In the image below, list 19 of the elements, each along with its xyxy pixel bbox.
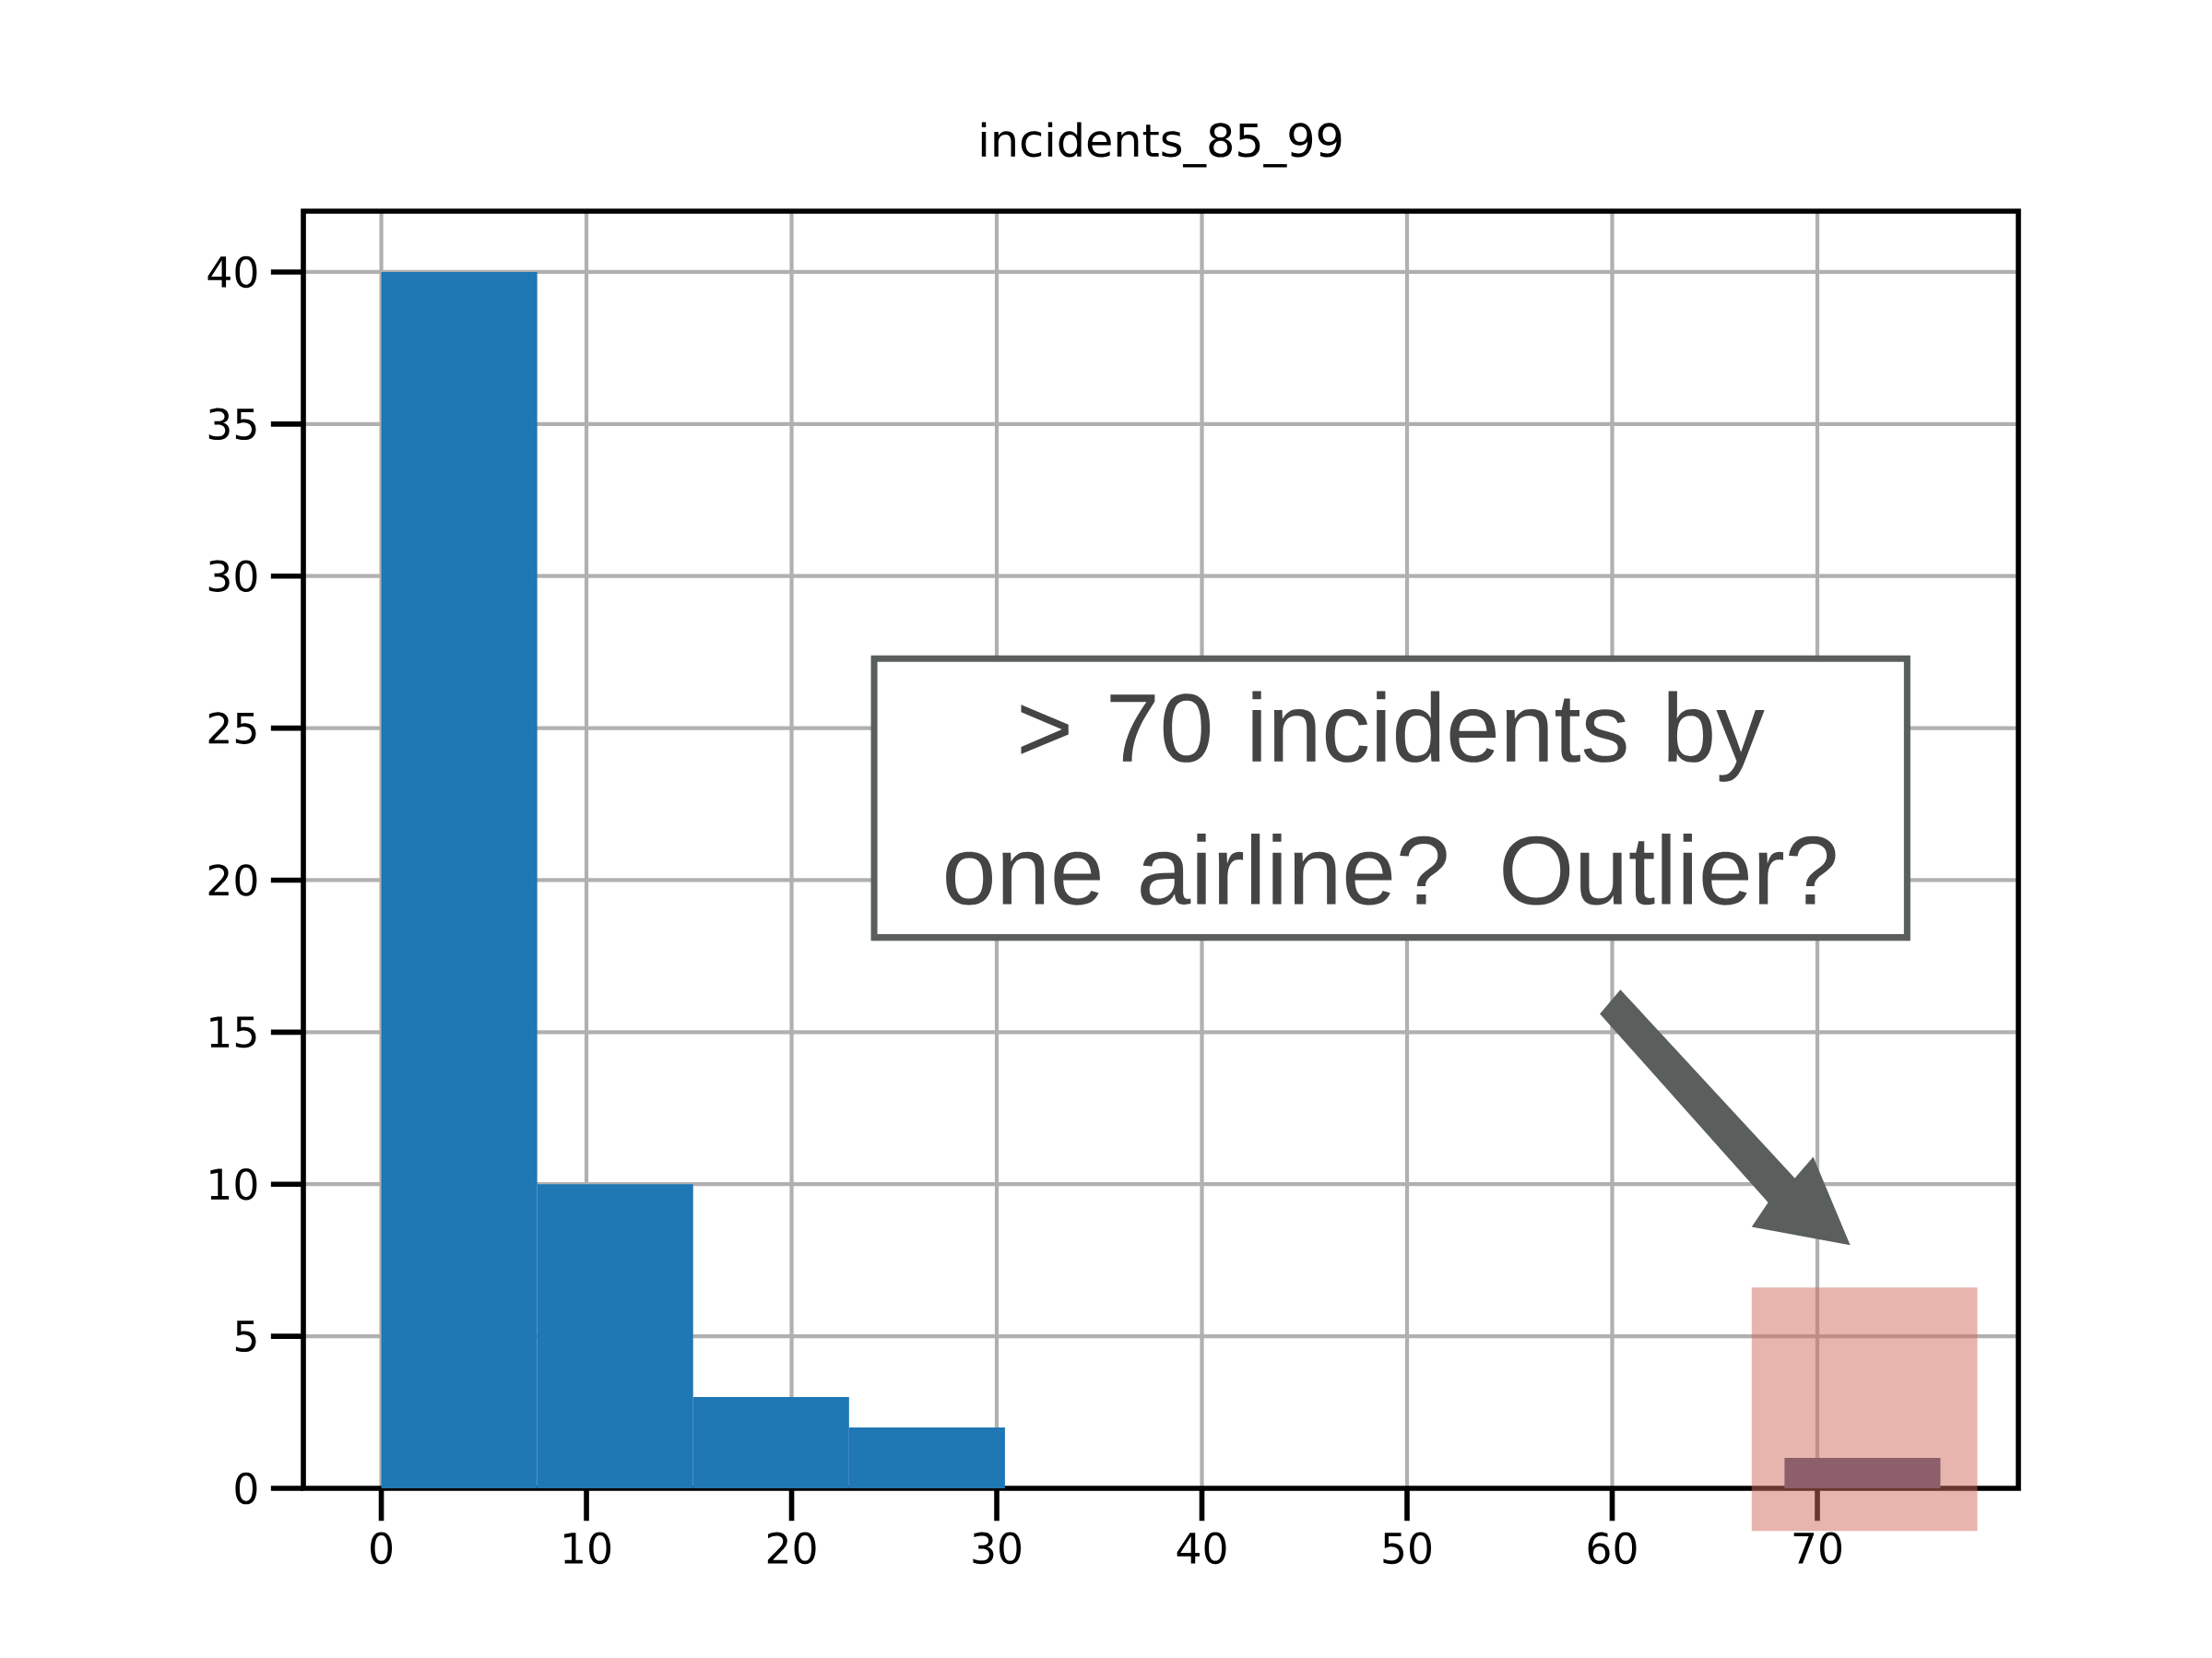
x-tick-label: 30 (973, 1532, 1022, 1565)
y-tick-label: 10 (210, 1167, 257, 1201)
x-tick-label: 60 (1588, 1532, 1637, 1565)
y-tick-label: 20 (208, 864, 257, 896)
x-tick-label: 40 (1177, 1532, 1226, 1565)
x-tick-label: 70 (1793, 1532, 1841, 1565)
y-tick-label: 30 (208, 560, 257, 592)
x-tick-label: 20 (767, 1532, 816, 1565)
chart-title: incidents_85_99 (981, 122, 1342, 168)
annotation: > 70 incidents by one airline? Outlier? (946, 691, 1836, 906)
y-tick-label: 25 (208, 712, 256, 744)
x-tick-label: 0 (371, 1532, 393, 1565)
y-tick-label: 35 (208, 408, 256, 441)
y-tick-label: 0 (235, 1472, 257, 1505)
x-tick-label: 50 (1383, 1532, 1432, 1565)
y-tick-label: 40 (207, 255, 257, 289)
y-tick-label: 5 (235, 1320, 256, 1353)
x-tick-label: 10 (563, 1532, 611, 1565)
y-tick-label: 15 (210, 1016, 256, 1048)
